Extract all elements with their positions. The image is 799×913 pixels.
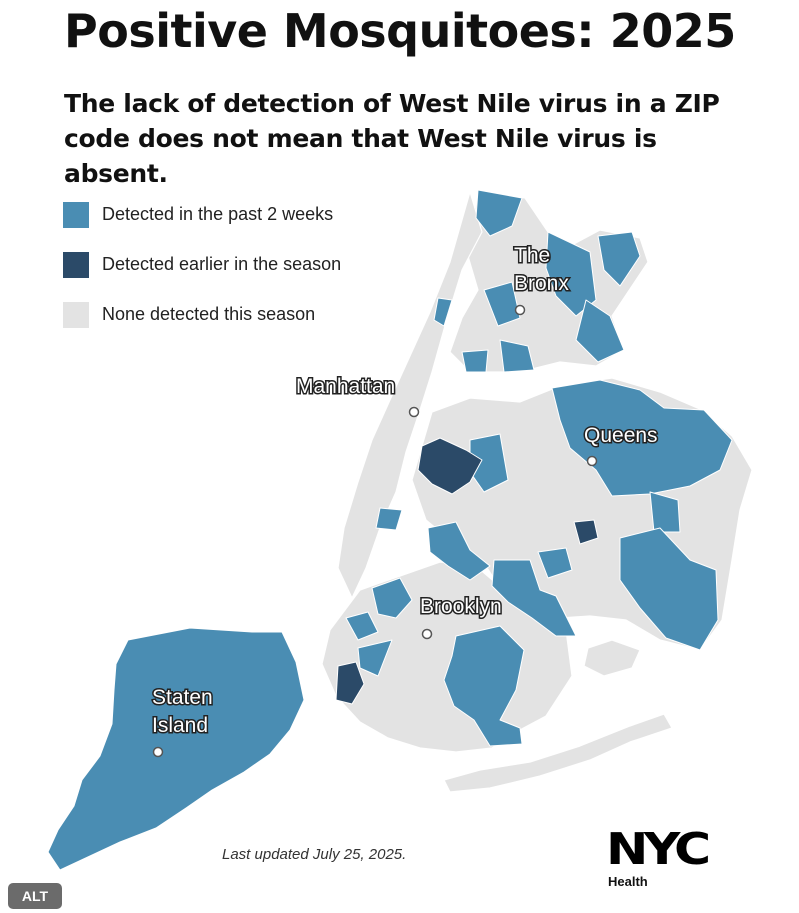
bronx-label-line1: The bbox=[514, 244, 550, 267]
brooklyn-label: Brooklyn bbox=[420, 595, 502, 618]
brooklyn-zip-canarsie bbox=[443, 625, 525, 747]
legend-swatch-recent bbox=[63, 201, 89, 228]
map-subtitle: The lack of detection of West Nile virus… bbox=[64, 89, 720, 188]
brooklyn-marker bbox=[421, 628, 433, 640]
nyc-logo-subtext: Health bbox=[608, 874, 648, 889]
brooklyn-zip-north bbox=[371, 577, 413, 619]
manhattan-marker bbox=[408, 406, 420, 418]
bronx-zip-east bbox=[575, 299, 625, 363]
bronx-zip-west bbox=[483, 281, 521, 327]
legend-item-earlier: Detected earlier in the season bbox=[63, 251, 342, 278]
staten-island-marker bbox=[152, 746, 164, 758]
bronx-label-line2: Bronx bbox=[514, 272, 569, 295]
staten-island-label-line1: Staten bbox=[152, 686, 213, 709]
brooklyn-zip-redhook bbox=[345, 611, 379, 641]
manhattan-label: Manhattan bbox=[296, 375, 395, 398]
queens-label: Queens bbox=[584, 424, 658, 447]
staten-island-label-line2: Island bbox=[152, 714, 208, 737]
bronx-zip-central bbox=[545, 231, 597, 317]
legend-label-recent: Detected in the past 2 weeks bbox=[102, 204, 334, 224]
jamaica-bay-islands bbox=[583, 639, 641, 677]
alt-text-button[interactable]: ALT bbox=[8, 883, 62, 909]
brooklyn-zip-sunsetpark bbox=[357, 639, 393, 677]
brooklyn-zip-bayridge bbox=[335, 661, 365, 705]
nyc-health-logo: NYC Health bbox=[606, 826, 746, 890]
brooklyn-zip-bushwick bbox=[491, 559, 577, 637]
nyc-logo-wordmark: NYC bbox=[606, 824, 711, 875]
legend-swatch-earlier bbox=[63, 251, 89, 278]
manhattan-land bbox=[337, 191, 483, 599]
legend-label-earlier: Detected earlier in the season bbox=[102, 254, 342, 274]
last-updated-text: Last updated July 25, 2025. bbox=[222, 846, 407, 863]
queens-zip-central bbox=[537, 547, 573, 579]
legend: Detected in the past 2 weeks Detected ea… bbox=[63, 201, 342, 352]
queens-zip-ridgewood bbox=[427, 521, 491, 581]
map-title: Positive Mosquitoes: 2025 bbox=[64, 4, 736, 58]
rockaway-land bbox=[443, 713, 673, 793]
queens-zip-east bbox=[649, 491, 681, 533]
staten-island-zips bbox=[47, 627, 305, 871]
detected-recent-zips bbox=[47, 189, 733, 871]
bronx-marker bbox=[514, 304, 526, 316]
queens-marker bbox=[586, 455, 598, 467]
manhattan-zip-north bbox=[433, 297, 453, 327]
queens-zip-lic bbox=[417, 437, 483, 495]
borough-markers bbox=[152, 304, 598, 758]
queens-zip-south bbox=[619, 527, 719, 651]
bronx-zip-northeast bbox=[597, 231, 641, 287]
legend-item-none: None detected this season bbox=[63, 301, 341, 328]
manhattan-zip-mid bbox=[375, 507, 403, 531]
legend-item-recent: Detected in the past 2 weeks bbox=[63, 201, 341, 228]
bronx-zip-southwest bbox=[461, 349, 489, 373]
queens-zip-richmondhill bbox=[573, 519, 599, 545]
queens-zip-northeast bbox=[551, 379, 733, 497]
bronx-zip-south bbox=[499, 339, 535, 373]
legend-swatch-none bbox=[63, 301, 89, 328]
detected-earlier-zips bbox=[335, 437, 599, 705]
bronx-zip-north bbox=[475, 189, 523, 237]
legend-label-none: None detected this season bbox=[102, 304, 316, 324]
